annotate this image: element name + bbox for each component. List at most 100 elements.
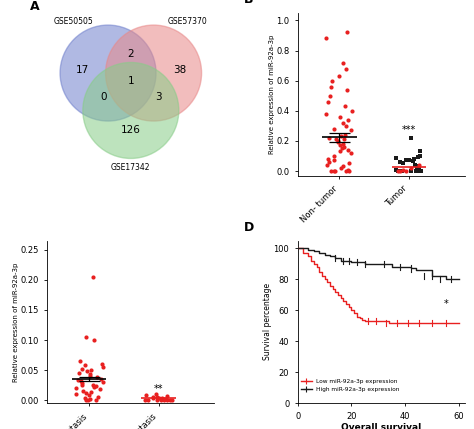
Point [416,148,424,155]
Point [74,376,82,383]
Point [413,166,420,173]
Point [332,136,340,143]
Point [143,392,150,399]
Point [95,393,102,400]
Point [98,361,106,368]
Point [89,273,97,280]
Point [87,371,94,378]
Point [327,92,334,99]
Point [398,168,406,175]
Text: 38: 38 [173,65,186,75]
Text: ***: *** [402,124,416,135]
Text: **: ** [154,384,164,394]
Point [89,382,97,389]
Point [330,153,338,160]
Point [415,165,422,172]
Point [327,168,335,175]
Point [75,370,83,377]
Point [392,155,400,162]
Point [331,168,339,175]
Point [72,391,80,398]
Point [155,395,163,402]
Point [337,165,345,172]
Point [339,59,347,66]
Point [83,368,91,375]
Legend: Low miR-92a-3p expression, High miR-92a-3p expression: Low miR-92a-3p expression, High miR-92a-… [301,378,401,392]
Point [144,397,152,404]
Point [340,136,348,143]
Point [344,116,352,123]
Point [84,397,92,404]
Point [412,168,419,175]
Point [90,337,98,344]
Text: GSE17342: GSE17342 [111,163,151,172]
Point [336,113,344,120]
Point [324,98,332,105]
Point [345,160,352,167]
Y-axis label: Relative expression of miR-92a-3p: Relative expression of miR-92a-3p [13,262,19,382]
Point [99,364,107,371]
Point [337,133,344,140]
Point [93,374,100,381]
Point [79,387,87,394]
Point [394,168,402,175]
Point [339,163,346,170]
Point [330,157,337,164]
Point [339,140,346,147]
Point [397,159,404,166]
Point [340,143,347,150]
Point [77,378,84,384]
Point [413,163,420,170]
Point [330,168,337,175]
Point [408,134,415,141]
Text: 126: 126 [121,125,141,135]
Point [347,127,355,134]
Text: GSE50505: GSE50505 [54,16,94,25]
Point [343,29,351,36]
Point [341,103,348,110]
Point [398,168,405,175]
Point [92,382,100,389]
Point [336,142,344,149]
Point [325,159,332,166]
Point [154,394,161,401]
Point [72,385,80,392]
Circle shape [83,63,179,158]
Point [168,396,176,403]
Point [418,168,425,175]
Point [416,153,424,160]
Text: *: * [443,299,448,309]
Point [348,107,356,114]
Point [402,156,410,163]
Point [344,146,352,153]
Point [78,366,85,372]
Point [410,156,418,163]
Point [164,397,171,404]
Point [142,397,149,404]
Point [82,394,89,401]
Text: D: D [244,221,255,234]
Circle shape [60,25,156,121]
Point [158,395,166,402]
Point [339,119,346,126]
Point [346,168,353,175]
Text: A: A [30,0,40,12]
Point [326,134,333,141]
Point [406,157,413,164]
Point [87,388,94,395]
Point [347,150,355,157]
Point [343,86,350,93]
Point [328,77,336,84]
Text: 17: 17 [75,65,89,75]
Point [327,83,335,90]
Text: GSE57370: GSE57370 [168,16,208,25]
Point [99,379,107,386]
Text: 3: 3 [155,93,162,103]
Point [392,167,400,174]
Point [82,397,90,404]
Point [413,168,420,175]
Point [82,390,90,396]
Point [158,396,165,403]
Point [154,397,161,404]
Point [343,168,350,175]
